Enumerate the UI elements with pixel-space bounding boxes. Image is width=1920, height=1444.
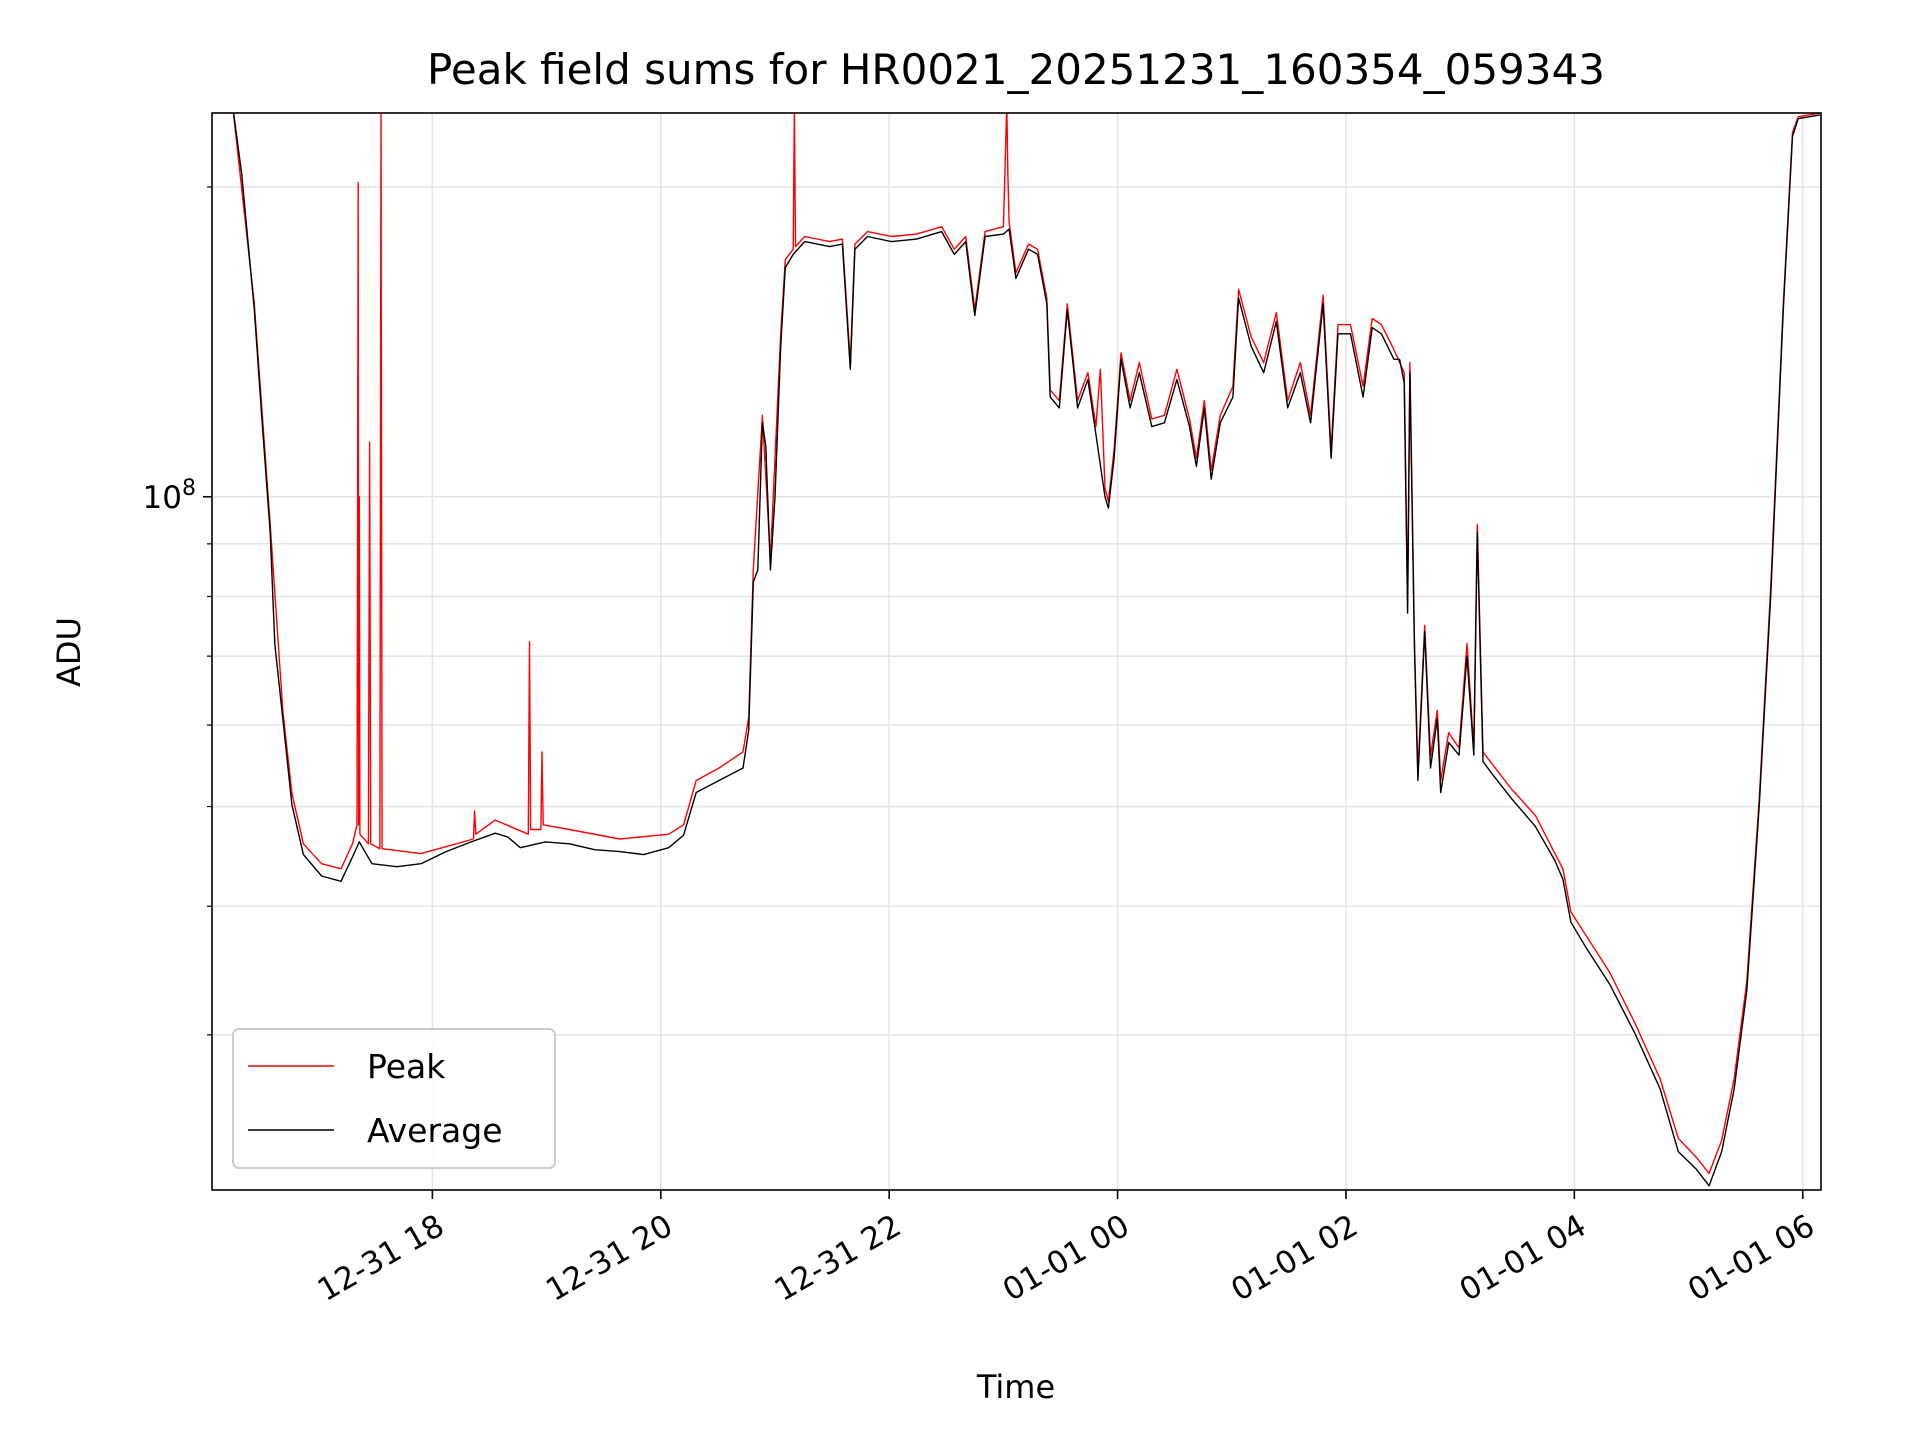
series-line-average: [232, 113, 1821, 1187]
x-tick-label: 01-01 00: [997, 1208, 1136, 1309]
legend-average-label: Average: [367, 1111, 503, 1150]
x-tick-label: 01-01 06: [1682, 1208, 1821, 1309]
x-axis: 12-31 18 12-31 20 12-31 22 01-01 00 01-01 02…: [312, 1190, 1821, 1309]
series-lines: [232, 113, 1821, 1187]
plot-frame: [211, 112, 1822, 1191]
grid: [212, 113, 1821, 1190]
y-tick-label: 108: [143, 476, 196, 516]
legend-peak-label: Peak: [367, 1047, 446, 1086]
x-tick-label: 12-31 20: [540, 1208, 679, 1309]
series-line-peak: [232, 113, 1821, 1175]
x-tick-label: 01-01 04: [1454, 1208, 1593, 1309]
x-tick-label: 12-31 22: [768, 1208, 907, 1309]
y-axis-label: ADU: [50, 617, 88, 687]
x-tick-label: 12-31 18: [312, 1208, 451, 1309]
x-axis-label: Time: [976, 1368, 1055, 1406]
legend: Peak Average: [232, 1028, 556, 1169]
x-tick-label: 01-01 02: [1225, 1208, 1364, 1309]
legend-box: [232, 1028, 556, 1169]
y-axis: 108: [143, 186, 212, 1036]
chart-title: Peak field sums for HR0021_20251231_1603…: [427, 45, 1605, 94]
